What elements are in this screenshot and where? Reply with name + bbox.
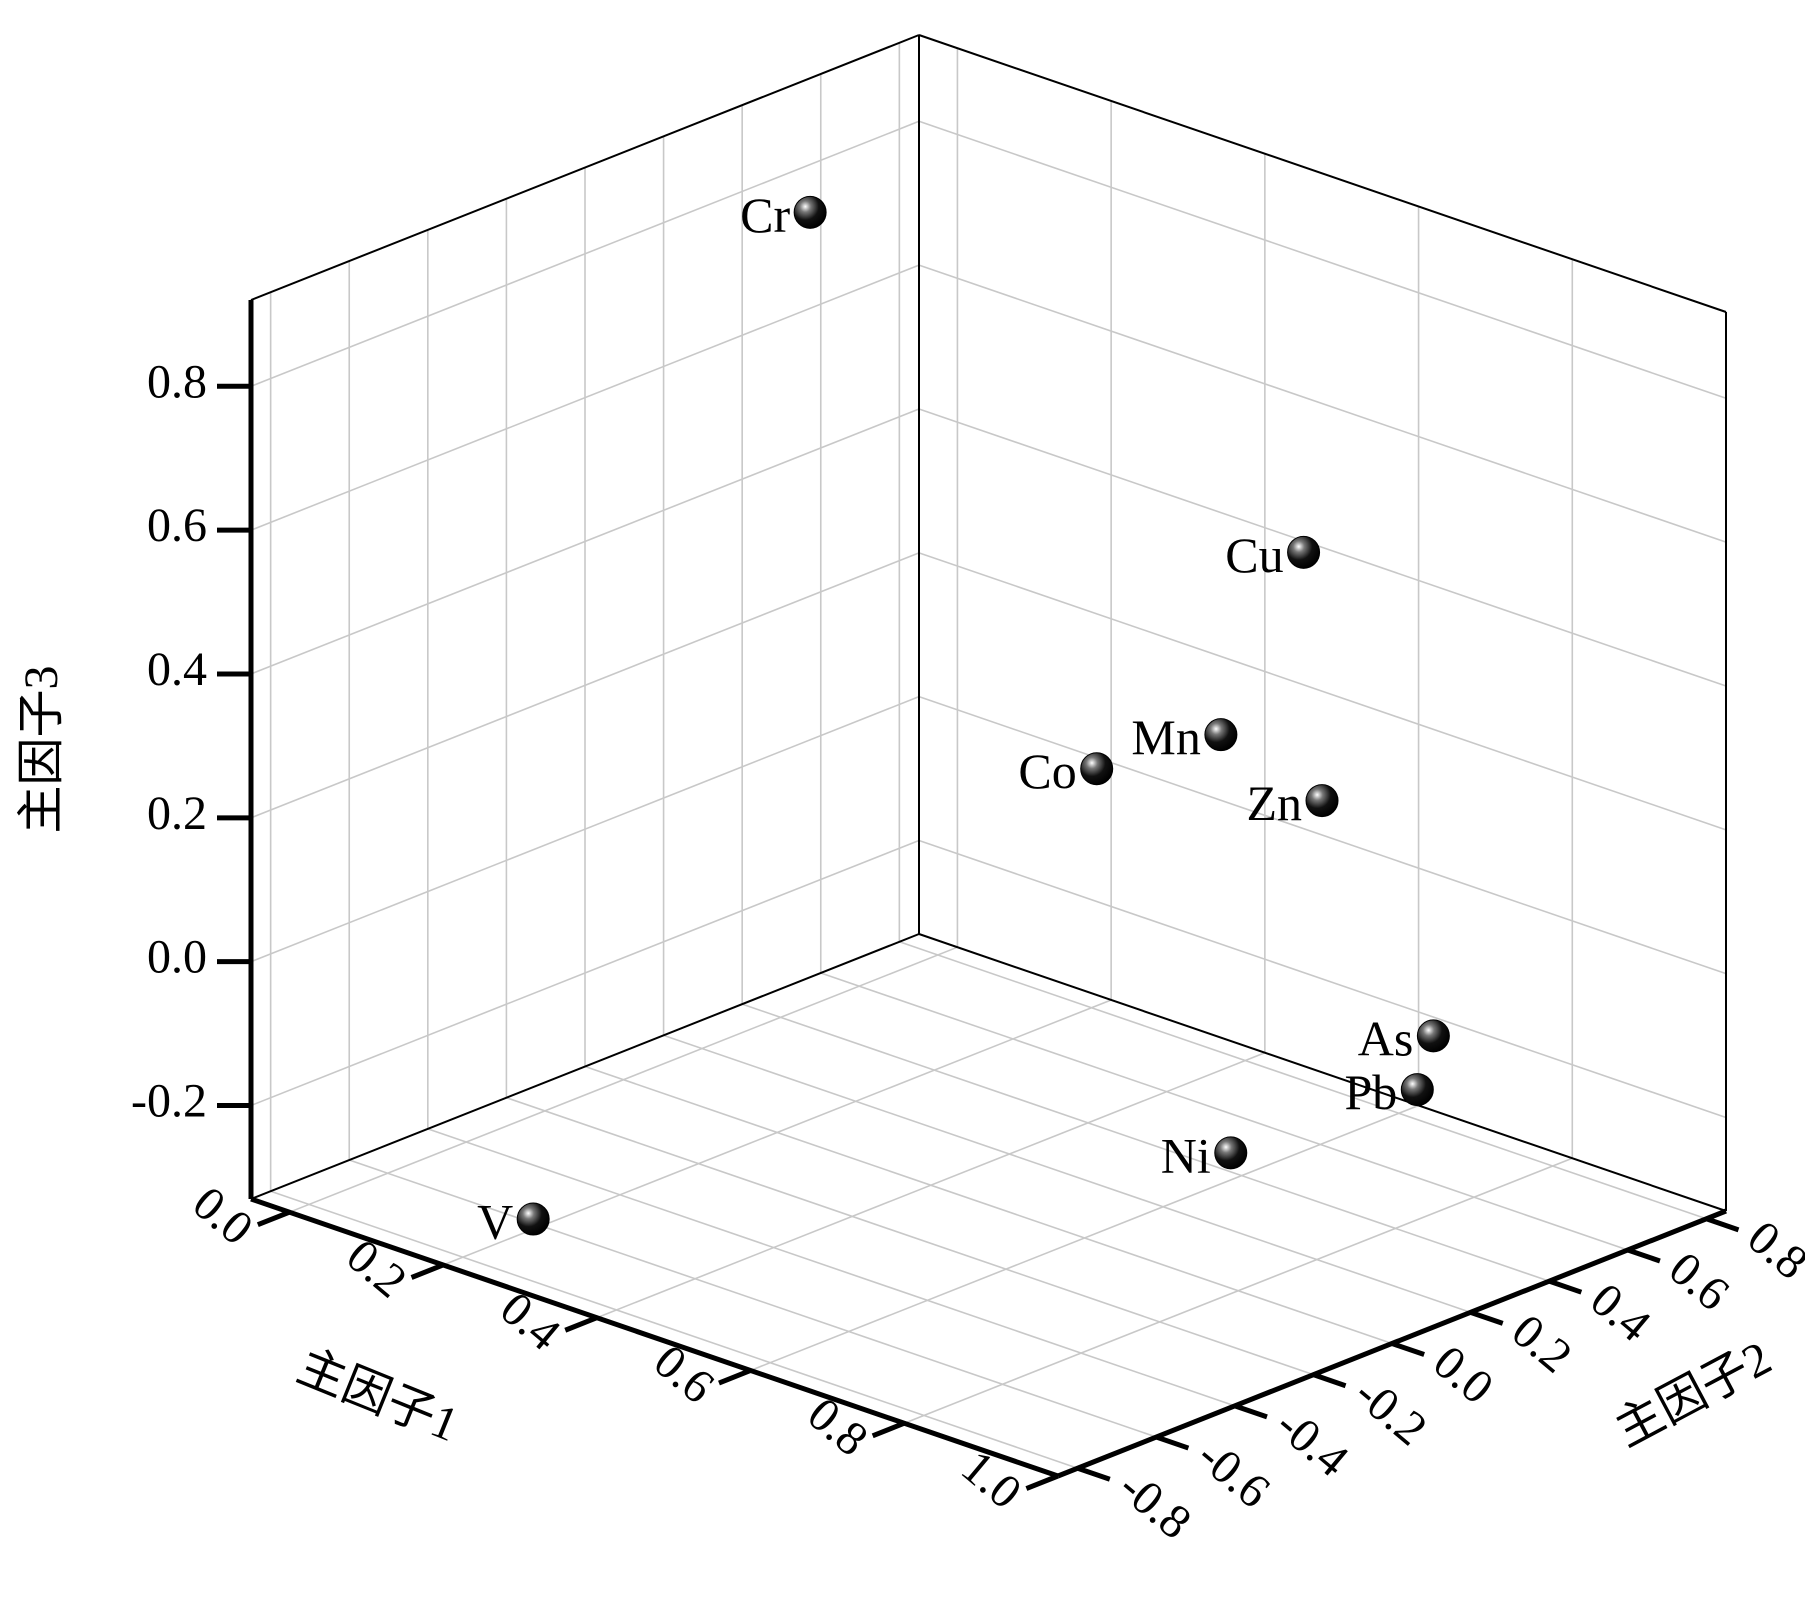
floor-grid-line (899, 941, 1707, 1220)
y-tick-label: -0.6 (1187, 1429, 1279, 1518)
x-axis-title: 主因子1 (290, 1340, 466, 1452)
z-tick-label: 0.2 (147, 787, 207, 840)
y-tick-label: -0.4 (1266, 1398, 1358, 1487)
point-label: Co (1018, 743, 1076, 799)
z-tick-label: 0.8 (147, 355, 207, 408)
y-tick-label: 0.4 (1580, 1273, 1660, 1352)
point-label: Cu (1225, 527, 1283, 583)
y-tick (1155, 1434, 1190, 1451)
y-tick (1312, 1372, 1347, 1389)
floor-grid-line (348, 1159, 1157, 1438)
wall-grid-line (250, 264, 920, 531)
box-edge (918, 933, 1727, 1212)
frame (217, 34, 1740, 1491)
wall-grid-line (250, 839, 920, 1107)
y-tick (1234, 1403, 1268, 1420)
point-label: Mn (1131, 709, 1200, 765)
x-tick (564, 1315, 598, 1333)
x-tick-label: 0.8 (798, 1387, 878, 1466)
z-tick-label: 0.6 (147, 499, 207, 552)
wall-grid-line (918, 839, 1727, 1119)
floor-grid-line (663, 1034, 1471, 1314)
y-tick-label: 0.2 (1502, 1304, 1582, 1383)
point (1080, 752, 1114, 786)
box-edge (250, 34, 920, 301)
box-edge (918, 34, 1727, 313)
z-tick-label: 0.0 (147, 931, 207, 984)
point (1204, 718, 1238, 752)
point-label: Ni (1161, 1127, 1211, 1183)
y-tick (1076, 1465, 1111, 1482)
wall-grid-line (918, 552, 1727, 831)
point (1287, 535, 1321, 569)
x-axis (250, 1196, 1059, 1479)
x-tick (410, 1262, 445, 1280)
floor-grid-line (584, 1065, 1393, 1345)
floor-grid-line (427, 1128, 1236, 1407)
z-axis-title: 主因子3 (15, 665, 68, 833)
x-tick-label: 0.4 (490, 1282, 570, 1361)
x-tick (718, 1368, 752, 1386)
x-tick-label: 1.0 (951, 1440, 1031, 1519)
y-tick-label: 0.6 (1659, 1242, 1739, 1321)
point-label: Cr (740, 187, 790, 243)
wall-grid-line (918, 695, 1727, 975)
floor-grid-line (270, 1190, 1078, 1469)
wall-grid-line (250, 695, 920, 963)
box-edge (250, 933, 920, 1200)
y-tick-label: -0.2 (1345, 1367, 1437, 1456)
point-label: Pb (1344, 1064, 1397, 1120)
y-tick (1548, 1278, 1583, 1295)
point (1305, 784, 1339, 818)
point-label: Zn (1246, 775, 1302, 831)
wall-grid-line (250, 552, 920, 819)
wall-grid-line (250, 120, 920, 388)
wall-grid-line (918, 264, 1727, 543)
y-tick (1705, 1216, 1740, 1233)
y-tick (1626, 1247, 1661, 1264)
point-label: As (1358, 1010, 1414, 1066)
point (793, 195, 827, 229)
y-tick-label: 0.0 (1423, 1335, 1503, 1414)
y-tick (1391, 1341, 1425, 1357)
z-tick-label: 0.4 (147, 643, 207, 696)
point-label: V (477, 1194, 513, 1250)
y-tick (1469, 1309, 1504, 1326)
foreground: -0.20.00.20.40.60.80.00.20.40.60.81.0 -0.… (15, 187, 1805, 1550)
y-tick-label: -0.8 (1109, 1460, 1201, 1549)
x-tick-label: 0.2 (337, 1229, 417, 1308)
grid (250, 42, 1727, 1477)
z-tick-label: -0.2 (131, 1075, 207, 1128)
floor-grid-line (741, 1003, 1550, 1282)
x-tick (871, 1420, 906, 1439)
point (1400, 1073, 1434, 1107)
x-tick (1025, 1473, 1059, 1491)
wall-grid-line (250, 408, 920, 675)
floor-grid-line (820, 972, 1629, 1251)
x-tick-label: 0.6 (644, 1335, 724, 1414)
point (1214, 1136, 1248, 1170)
wall-grid-line (918, 408, 1727, 687)
floor-grid-line (506, 1096, 1314, 1376)
point (516, 1202, 550, 1236)
wall-grid-line (918, 120, 1727, 400)
x-tick (256, 1209, 291, 1228)
y-axis-title: 主因子2 (1607, 1331, 1780, 1457)
y-tick-label: 0.8 (1738, 1211, 1805, 1290)
point (1416, 1019, 1450, 1053)
